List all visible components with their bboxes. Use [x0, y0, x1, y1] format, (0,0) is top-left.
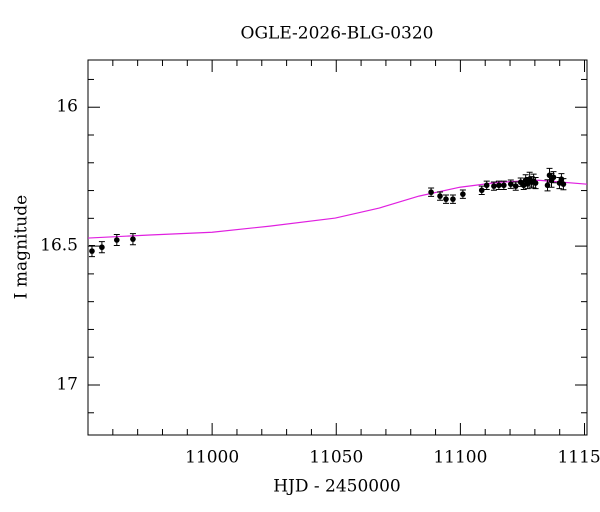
data-point	[491, 183, 497, 189]
data-point	[483, 182, 490, 189]
y-tick-label: 16	[56, 97, 78, 117]
x-tick-label: 11100	[433, 448, 487, 468]
data-point	[544, 182, 551, 189]
data-point	[443, 196, 449, 202]
y-tick-label: 16.5	[40, 236, 78, 256]
data-point	[532, 180, 539, 186]
data-point	[437, 193, 443, 199]
data-point	[89, 248, 95, 254]
data-point	[501, 182, 507, 189]
data-point	[550, 174, 557, 181]
data-point	[558, 176, 565, 182]
y-axis-label: I magnitude	[12, 195, 32, 299]
data-point	[460, 191, 466, 197]
y-tick-label: 17	[56, 375, 78, 395]
data-point	[512, 183, 519, 189]
data-point	[507, 181, 514, 187]
chart-title: OGLE-2026-BLG-0320	[241, 24, 434, 44]
x-tick-label: 11000	[185, 448, 239, 468]
data-point	[478, 187, 485, 194]
data-point	[496, 182, 502, 189]
data-point	[560, 181, 567, 187]
x-axis-label: HJD - 2450000	[273, 477, 401, 497]
data-point	[428, 189, 434, 196]
x-tick-label: 11150	[557, 448, 600, 468]
model-curve	[87, 179, 588, 239]
data-point	[99, 244, 105, 251]
plot-frame	[87, 59, 588, 436]
data-point	[450, 196, 456, 202]
data-point	[113, 237, 120, 243]
x-tick-label: 11050	[309, 448, 363, 468]
data-point	[130, 236, 136, 242]
